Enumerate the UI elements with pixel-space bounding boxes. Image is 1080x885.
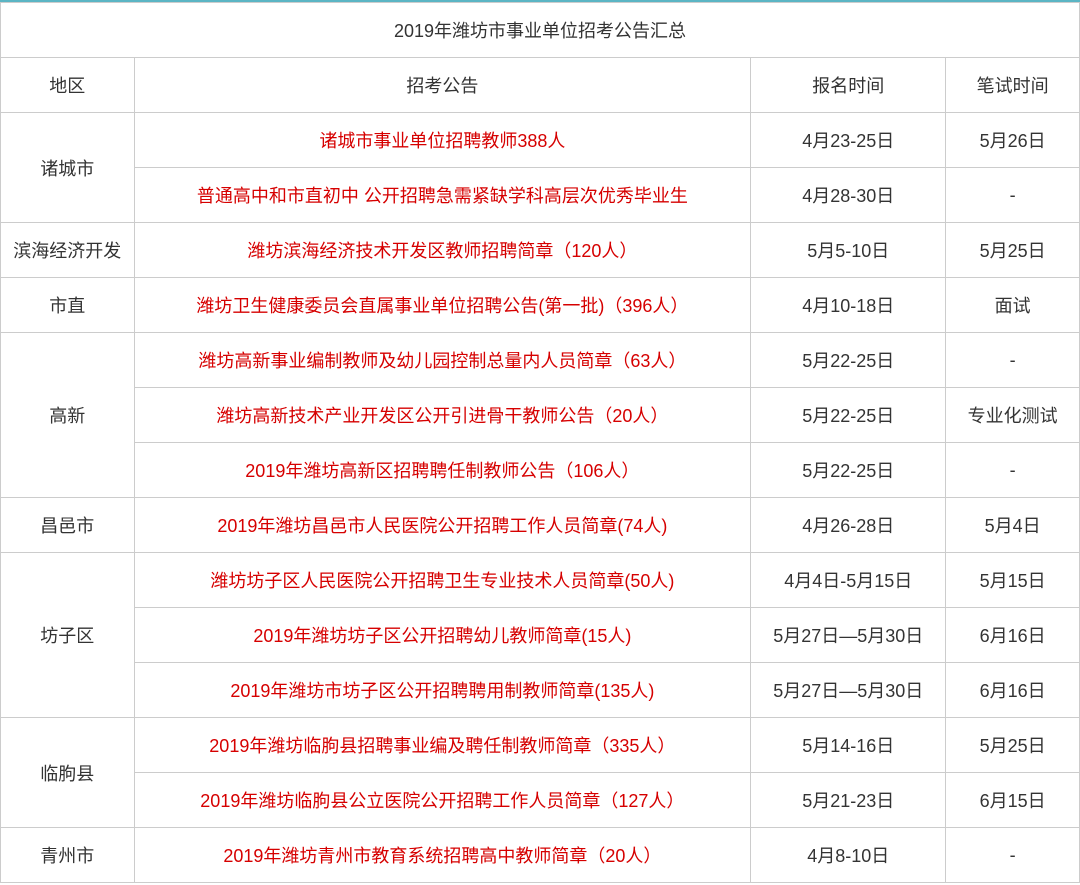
region-cell: 临朐县 bbox=[1, 718, 135, 828]
exam-cell: 6月16日 bbox=[946, 663, 1080, 718]
exam-cell: 6月15日 bbox=[946, 773, 1080, 828]
table-header-row: 地区 招考公告 报名时间 笔试时间 bbox=[1, 58, 1080, 113]
notice-cell[interactable]: 潍坊卫生健康委员会直属事业单位招聘公告(第一批)（396人） bbox=[134, 278, 751, 333]
table-row: 高新潍坊高新事业编制教师及幼儿园控制总量内人员简章（63人）5月22-25日- bbox=[1, 333, 1080, 388]
table-row: 青州市 2019年潍坊青州市教育系统招聘高中教师简章（20人） 4月8-10日- bbox=[1, 828, 1080, 883]
exam-cell: 专业化测试 bbox=[946, 388, 1080, 443]
notice-link[interactable]: 潍坊高新技术产业开发区公开引进骨干教师公告（20人） bbox=[216, 406, 668, 426]
exam-cell: 面试 bbox=[946, 278, 1080, 333]
exam-cell: 5月25日 bbox=[946, 223, 1080, 278]
notice-link[interactable]: 2019年潍坊临朐县公立医院公开招聘工作人员简章（127人） bbox=[200, 791, 684, 811]
table-row: 2019年潍坊临朐县公立医院公开招聘工作人员简章（127人） 5月21-23日6月… bbox=[1, 773, 1080, 828]
table-row: 普通高中和市直初中 公开招聘急需紧缺学科高层次优秀毕业生 4月28-30日- bbox=[1, 168, 1080, 223]
notice-cell[interactable]: 潍坊滨海经济技术开发区教师招聘简章（120人） bbox=[134, 223, 751, 278]
notice-cell[interactable]: 2019年潍坊青州市教育系统招聘高中教师简章（20人） bbox=[134, 828, 751, 883]
signup-cell: 5月27日—5月30日 bbox=[751, 663, 946, 718]
region-cell: 诸城市 bbox=[1, 113, 135, 223]
notice-cell[interactable]: 2019年潍坊临朐县招聘事业编及聘任制教师简章（335人） bbox=[134, 718, 751, 773]
signup-cell: 4月28-30日 bbox=[751, 168, 946, 223]
notice-link[interactable]: 潍坊高新事业编制教师及幼儿园控制总量内人员简章（63人） bbox=[198, 351, 686, 371]
notice-cell[interactable]: 潍坊高新技术产业开发区公开引进骨干教师公告（20人） bbox=[134, 388, 751, 443]
exam-cell: - bbox=[946, 168, 1080, 223]
table-row: 2019年潍坊市坊子区公开招聘聘用制教师简章(135人) 5月27日—5月30日6… bbox=[1, 663, 1080, 718]
notice-cell[interactable]: 普通高中和市直初中 公开招聘急需紧缺学科高层次优秀毕业生 bbox=[134, 168, 751, 223]
signup-cell: 5月22-25日 bbox=[751, 333, 946, 388]
notice-cell[interactable]: 2019年潍坊坊子区公开招聘幼儿教师简章(15人) bbox=[134, 608, 751, 663]
signup-cell: 5月22-25日 bbox=[751, 443, 946, 498]
table-row: 2019年潍坊高新区招聘聘任制教师公告（106人） 5月22-25日- bbox=[1, 443, 1080, 498]
signup-cell: 4月10-18日 bbox=[751, 278, 946, 333]
notice-link[interactable]: 普通高中和市直初中 公开招聘急需紧缺学科高层次优秀毕业生 bbox=[197, 186, 688, 206]
signup-cell: 5月5-10日 bbox=[751, 223, 946, 278]
notice-link[interactable]: 潍坊滨海经济技术开发区教师招聘简章（120人） bbox=[247, 241, 637, 261]
notice-link[interactable]: 2019年潍坊市坊子区公开招聘聘用制教师简章(135人) bbox=[230, 681, 654, 701]
exam-cell: 6月16日 bbox=[946, 608, 1080, 663]
region-cell: 坊子区 bbox=[1, 553, 135, 718]
table-row: 市直 潍坊卫生健康委员会直属事业单位招聘公告(第一批)（396人） 4月10-18日… bbox=[1, 278, 1080, 333]
notice-cell[interactable]: 2019年潍坊市坊子区公开招聘聘用制教师简章(135人) bbox=[134, 663, 751, 718]
table-row: 昌邑市 2019年潍坊昌邑市人民医院公开招聘工作人员简章(74人) 4月26-28日… bbox=[1, 498, 1080, 553]
signup-cell: 4月23-25日 bbox=[751, 113, 946, 168]
notice-link[interactable]: 潍坊卫生健康委员会直属事业单位招聘公告(第一批)（396人） bbox=[196, 296, 688, 316]
table-row: 潍坊高新技术产业开发区公开引进骨干教师公告（20人） 5月22-25日专业化测试 bbox=[1, 388, 1080, 443]
signup-cell: 5月27日—5月30日 bbox=[751, 608, 946, 663]
notice-link[interactable]: 潍坊坊子区人民医院公开招聘卫生专业技术人员简章(50人) bbox=[210, 571, 674, 591]
notice-cell[interactable]: 2019年潍坊临朐县公立医院公开招聘工作人员简章（127人） bbox=[134, 773, 751, 828]
table-row: 坊子区潍坊坊子区人民医院公开招聘卫生专业技术人员简章(50人)4月4日-5月15… bbox=[1, 553, 1080, 608]
notice-link[interactable]: 2019年潍坊青州市教育系统招聘高中教师简章（20人） bbox=[223, 846, 661, 866]
notice-link[interactable]: 2019年潍坊昌邑市人民医院公开招聘工作人员简章(74人) bbox=[217, 516, 667, 536]
table-row: 临朐县2019年潍坊临朐县招聘事业编及聘任制教师简章（335人）5月14-16日… bbox=[1, 718, 1080, 773]
region-cell: 青州市 bbox=[1, 828, 135, 883]
recruitment-table-wrapper: 2019年潍坊市事业单位招考公告汇总 地区 招考公告 报名时间 笔试时间 诸城市… bbox=[0, 0, 1080, 883]
exam-cell: - bbox=[946, 443, 1080, 498]
signup-cell: 4月4日-5月15日 bbox=[751, 553, 946, 608]
table-body: 2019年潍坊市事业单位招考公告汇总 地区 招考公告 报名时间 笔试时间 诸城市… bbox=[1, 3, 1080, 883]
notice-cell[interactable]: 2019年潍坊昌邑市人民医院公开招聘工作人员简章(74人) bbox=[134, 498, 751, 553]
notice-cell[interactable]: 潍坊坊子区人民医院公开招聘卫生专业技术人员简章(50人) bbox=[134, 553, 751, 608]
table-row: 滨海经济开发 潍坊滨海经济技术开发区教师招聘简章（120人） 5月5-10日5月25… bbox=[1, 223, 1080, 278]
region-cell: 高新 bbox=[1, 333, 135, 498]
notice-link[interactable]: 诸城市事业单位招聘教师388人 bbox=[319, 131, 565, 151]
header-region: 地区 bbox=[1, 58, 135, 113]
exam-cell: 5月4日 bbox=[946, 498, 1080, 553]
region-cell: 滨海经济开发 bbox=[1, 223, 135, 278]
table-row: 2019年潍坊坊子区公开招聘幼儿教师简章(15人) 5月27日—5月30日6月16… bbox=[1, 608, 1080, 663]
exam-cell: 5月25日 bbox=[946, 718, 1080, 773]
exam-cell: - bbox=[946, 828, 1080, 883]
exam-cell: 5月26日 bbox=[946, 113, 1080, 168]
notice-link[interactable]: 2019年潍坊临朐县招聘事业编及聘任制教师简章（335人） bbox=[209, 736, 675, 756]
notice-cell[interactable]: 诸城市事业单位招聘教师388人 bbox=[134, 113, 751, 168]
header-exam: 笔试时间 bbox=[946, 58, 1080, 113]
table-row: 诸城市诸城市事业单位招聘教师388人4月23-25日5月26日 bbox=[1, 113, 1080, 168]
signup-cell: 4月8-10日 bbox=[751, 828, 946, 883]
region-cell: 市直 bbox=[1, 278, 135, 333]
signup-cell: 5月21-23日 bbox=[751, 773, 946, 828]
exam-cell: 5月15日 bbox=[946, 553, 1080, 608]
table-title-row: 2019年潍坊市事业单位招考公告汇总 bbox=[1, 3, 1080, 58]
header-notice: 招考公告 bbox=[134, 58, 751, 113]
header-signup: 报名时间 bbox=[751, 58, 946, 113]
region-cell: 昌邑市 bbox=[1, 498, 135, 553]
exam-cell: - bbox=[946, 333, 1080, 388]
signup-cell: 5月22-25日 bbox=[751, 388, 946, 443]
notice-link[interactable]: 2019年潍坊坊子区公开招聘幼儿教师简章(15人) bbox=[253, 626, 631, 646]
table-title: 2019年潍坊市事业单位招考公告汇总 bbox=[1, 3, 1080, 58]
signup-cell: 5月14-16日 bbox=[751, 718, 946, 773]
recruitment-table: 2019年潍坊市事业单位招考公告汇总 地区 招考公告 报名时间 笔试时间 诸城市… bbox=[0, 2, 1080, 883]
notice-cell[interactable]: 潍坊高新事业编制教师及幼儿园控制总量内人员简章（63人） bbox=[134, 333, 751, 388]
notice-link[interactable]: 2019年潍坊高新区招聘聘任制教师公告（106人） bbox=[245, 461, 639, 481]
notice-cell[interactable]: 2019年潍坊高新区招聘聘任制教师公告（106人） bbox=[134, 443, 751, 498]
signup-cell: 4月26-28日 bbox=[751, 498, 946, 553]
